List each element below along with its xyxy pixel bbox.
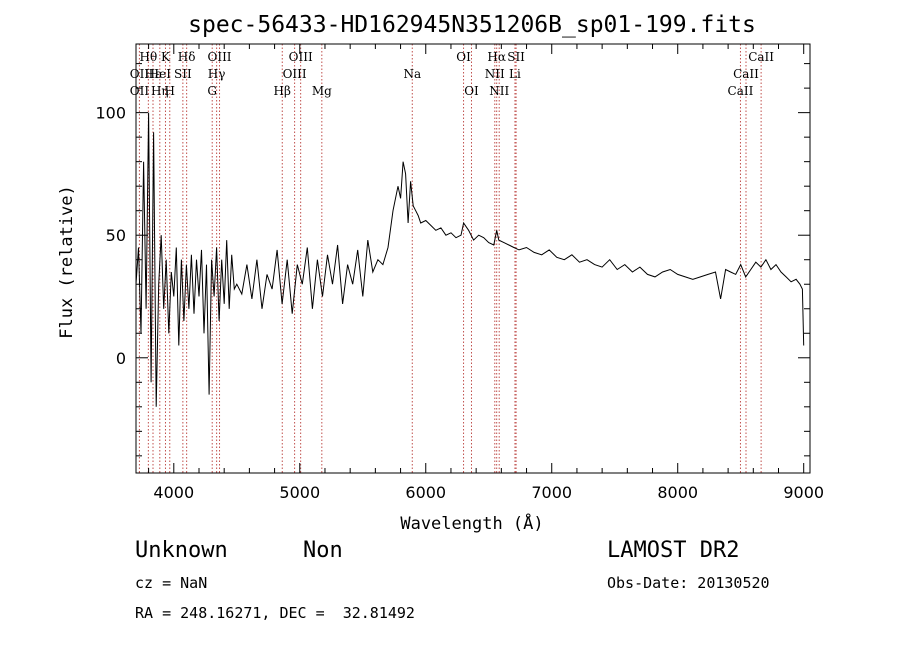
emission-line-label: OIII [207, 50, 231, 64]
emission-line-label: CaII [728, 84, 754, 98]
redshift-cz: cz = NaN [135, 574, 208, 592]
emission-line-label: K [161, 50, 171, 64]
obs-date: Obs-Date: 20130520 [607, 574, 770, 592]
y-tick-label: 100 [95, 104, 126, 123]
emission-line-label: CaII [733, 67, 759, 81]
emission-line-label: H [165, 84, 175, 98]
emission-line-label: OII [130, 67, 150, 81]
emission-line-label: Hγ [208, 67, 226, 81]
x-tick-label: 7000 [531, 483, 572, 502]
x-tick-label: 6000 [405, 483, 446, 502]
spectrum-line [135, 112, 805, 407]
emission-line-label: Hδ [178, 50, 196, 64]
emission-line-label: Hβ [274, 84, 291, 98]
emission-line-label: OIII [283, 67, 307, 81]
y-tick-label: 50 [106, 226, 126, 245]
survey-name: LAMOST DR2 [607, 538, 740, 563]
plot-frame [135, 43, 811, 474]
emission-line-label: OI [464, 84, 479, 98]
emission-line-label: NII [489, 84, 509, 98]
emission-line-label: Mg [312, 84, 332, 98]
ra-dec-coords: RA = 248.16271, DEC = 32.81492 [135, 604, 415, 622]
emission-line-label: SII [174, 67, 192, 81]
emission-line-label: Hε [145, 67, 162, 81]
object-class: Unknown [135, 538, 228, 563]
x-tick-label: 5000 [279, 483, 320, 502]
y-axis-label: Flux (relative) [57, 185, 77, 339]
tick-labels: 4000 5000 6000 7000 8000 9000 0 50 100 [95, 104, 824, 502]
x-tick-label: 9000 [783, 483, 824, 502]
emission-line-label: CaII [748, 50, 774, 64]
object-subclass: Non [303, 538, 343, 563]
y-tick-label: 0 [116, 349, 126, 368]
emission-line-label: OIII [289, 50, 313, 64]
emission-line-label: OI [456, 50, 471, 64]
x-tick-label: 4000 [153, 483, 194, 502]
emission-line-markers [138, 44, 762, 473]
emission-line-label: G [207, 84, 217, 98]
x-axis-label: Wavelength (Å) [400, 512, 543, 534]
emission-line-label: HeI [149, 67, 172, 81]
chart-title: spec-56433-HD162945N351206B_sp01-199.fit… [188, 12, 756, 38]
emission-line-label: Hα [487, 50, 506, 64]
axis-ticks [136, 44, 810, 473]
emission-line-labels: OII OII Hθ Hε Hη K HeI H SII Hδ OIII Hγ G Hβ OIII OIII M… [130, 50, 775, 98]
emission-line-label: OII [130, 84, 150, 98]
emission-line-label: Hθ [139, 50, 157, 64]
emission-line-label: Na [403, 67, 421, 81]
emission-line-label: Hη [151, 84, 169, 98]
emission-line-label: NII [485, 67, 505, 81]
emission-line-label: Li [509, 67, 521, 81]
x-tick-label: 8000 [657, 483, 698, 502]
emission-line-label: SII [507, 50, 525, 64]
